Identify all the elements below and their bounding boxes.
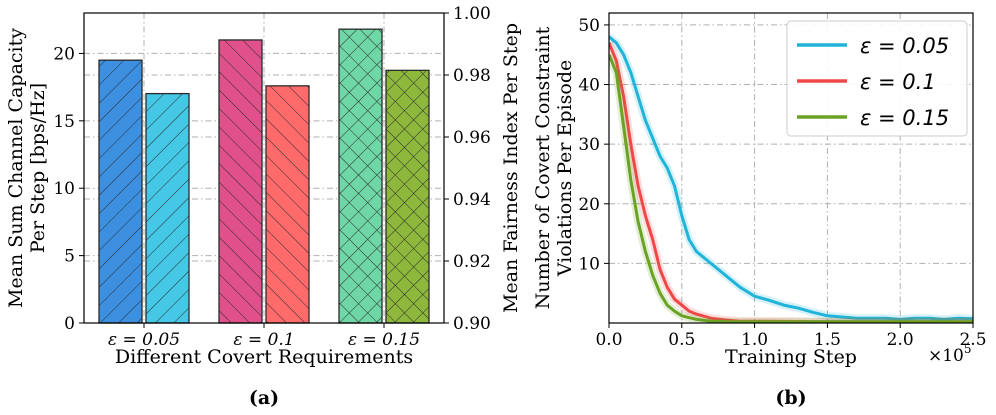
- legend-box: [786, 20, 968, 137]
- panel-a-left-tick-label: 10: [53, 179, 75, 199]
- panel-b-ylabel-line2: Violations Per Episode: [554, 60, 576, 278]
- panel-b-y-tick-label: 30: [578, 135, 600, 155]
- panel-b-x-tick-label: 0.0: [595, 330, 622, 350]
- panel-a-caption: (a): [249, 387, 279, 409]
- panel-a-right-tick-label: 1.00: [453, 4, 491, 24]
- panel-b-legend: ε = 0.05 ε = 0.1 ε = 0.15: [786, 20, 968, 137]
- panel-a-left-tick-label: 20: [53, 44, 75, 64]
- panel-a-x-ticks: ε = 0.05 ε = 0.1 ε = 0.15: [108, 323, 420, 350]
- panel-b-x-multiplier-base: ×10: [928, 346, 964, 366]
- bar-hatch-capacity-1: [218, 39, 263, 324]
- bar-hatch-capacity-2: [338, 28, 383, 324]
- panel-a-ylabel-line1: Mean Sum Channel Capacity: [5, 28, 27, 308]
- panel-a-left-tick-label: 15: [53, 112, 75, 132]
- legend-label-0: ε = 0.05: [860, 34, 949, 58]
- panel-b-lines: [609, 33, 973, 323]
- panel-b-y-tick-label: 10: [578, 254, 600, 274]
- panel-b-x-ticks: 0.0 0.5 1.0 1.5 2.0 2.5: [595, 323, 987, 350]
- panel-b-x-tick-label: 1.5: [814, 330, 841, 350]
- panel-b-frame: [608, 12, 974, 324]
- panel-a-right-tick-label: 0.94: [453, 190, 491, 210]
- panel-b-xlabel: Training Step: [725, 346, 857, 368]
- panel-a: 0 5 10 15 20 0.90 0.92 0.94 0.96 0.98 1.00 ε = 0.…: [5, 4, 522, 409]
- panel-a-right-tick-label: 0.92: [453, 252, 491, 272]
- panel-a-right-ticks: 0.90 0.92 0.94 0.96 0.98 1.00: [444, 4, 491, 334]
- panel-b-grid: [609, 13, 973, 323]
- panel-b-ylabel-line1: Number of Covert Constraint: [532, 26, 554, 309]
- bar-hatch-fairness-0: [145, 92, 190, 324]
- panel-b-y-tick-label: 20: [578, 195, 600, 215]
- panel-a-right-tick-label: 0.98: [453, 66, 491, 86]
- panel-a-left-ticks: 0 5 10 15 20: [53, 44, 84, 334]
- panel-a-right-tick-label: 0.96: [453, 128, 491, 148]
- panel-b-y-tick-label: 40: [578, 76, 600, 96]
- series-line-2: [609, 54, 973, 323]
- bar-hatch-capacity-0: [98, 59, 143, 324]
- panel-a-bars: [98, 28, 430, 324]
- panel-a-x-tick-label: ε = 0.05: [108, 330, 180, 350]
- panel-a-x-tick-label: ε = 0.1: [233, 330, 294, 350]
- panel-b-x-multiplier-exp: 5: [964, 342, 972, 356]
- panel-a-right-tick-label: 0.90: [453, 314, 491, 334]
- bar-hatch-fairness-2: [385, 69, 430, 324]
- panel-b-x-multiplier: ×105: [928, 342, 972, 366]
- panel-a-grid: [84, 13, 444, 323]
- panel-b-x-tick-label: 1.0: [741, 330, 768, 350]
- panel-a-left-tick-label: 5: [64, 247, 75, 267]
- panel-b-x-tick-label: 2.0: [887, 330, 914, 350]
- panel-a-xlabel: Different Covert Requirements: [115, 346, 413, 368]
- panel-a-y2label: Mean Fairness Index Per Step: [500, 23, 522, 313]
- panel-b-y-ticks: 10 20 30 40 50: [578, 16, 609, 274]
- panel-b-caption: (b): [775, 387, 806, 409]
- legend-label-2: ε = 0.15: [860, 106, 949, 130]
- legend-label-1: ε = 0.1: [860, 70, 936, 94]
- panel-b-x-tick-label: 0.5: [668, 330, 695, 350]
- panel-a-x-tick-label: ε = 0.15: [348, 330, 420, 350]
- panel-b-y-tick-label: 50: [578, 16, 600, 36]
- panel-b: 10 20 30 40 50 0.0 0.5 1.0 1.5 2.0 2.5 Training S…: [532, 12, 987, 409]
- panel-a-ylabel-line2: Per Step [bps/Hz]: [27, 83, 49, 253]
- series-line-0: [609, 35, 973, 321]
- bar-hatch-fairness-1: [265, 85, 310, 324]
- panel-b-x-tick-label: 2.5: [959, 330, 986, 350]
- panel-a-left-tick-label: 0: [64, 314, 75, 334]
